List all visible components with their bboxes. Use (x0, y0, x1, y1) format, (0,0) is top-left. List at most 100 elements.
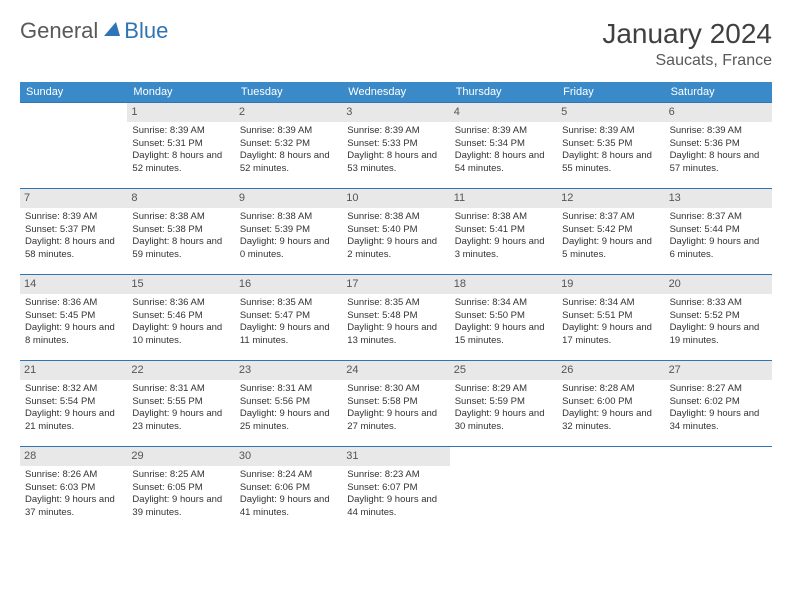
day-cell: 19 Sunrise: 8:34 AMSunset: 5:51 PMDayligh… (557, 274, 664, 360)
day-cell: 17 Sunrise: 8:35 AMSunset: 5:48 PMDayligh… (342, 274, 449, 360)
weekday-header: Monday (127, 82, 234, 102)
sun-info: Sunrise: 8:29 AMSunset: 5:59 PMDaylight:… (454, 383, 553, 434)
sun-info: Sunrise: 8:38 AMSunset: 5:38 PMDaylight:… (131, 211, 230, 262)
sun-info: Sunrise: 8:25 AMSunset: 6:05 PMDaylight:… (131, 469, 230, 520)
day-cell: 31 Sunrise: 8:23 AMSunset: 6:07 PMDayligh… (342, 446, 449, 532)
day-cell: 12 Sunrise: 8:37 AMSunset: 5:42 PMDayligh… (557, 188, 664, 274)
day-cell: 25 Sunrise: 8:29 AMSunset: 5:59 PMDayligh… (450, 360, 557, 446)
day-cell: 11 Sunrise: 8:38 AMSunset: 5:41 PMDayligh… (450, 188, 557, 274)
day-cell: 3 Sunrise: 8:39 AMSunset: 5:33 PMDaylight… (342, 102, 449, 188)
day-number: 4 (450, 103, 557, 122)
day-number: 19 (557, 275, 664, 294)
sun-info: Sunrise: 8:37 AMSunset: 5:42 PMDaylight:… (561, 211, 660, 262)
day-number: 3 (342, 103, 449, 122)
sun-info: Sunrise: 8:32 AMSunset: 5:54 PMDaylight:… (24, 383, 123, 434)
sun-info: Sunrise: 8:39 AMSunset: 5:37 PMDaylight:… (24, 211, 123, 262)
sun-info: Sunrise: 8:39 AMSunset: 5:32 PMDaylight:… (239, 125, 338, 176)
day-number: 11 (450, 189, 557, 208)
weekday-header: Saturday (665, 82, 772, 102)
sun-info: Sunrise: 8:35 AMSunset: 5:48 PMDaylight:… (346, 297, 445, 348)
sun-info: Sunrise: 8:26 AMSunset: 6:03 PMDaylight:… (24, 469, 123, 520)
day-cell: 21 Sunrise: 8:32 AMSunset: 5:54 PMDayligh… (20, 360, 127, 446)
sun-info: Sunrise: 8:36 AMSunset: 5:46 PMDaylight:… (131, 297, 230, 348)
day-cell: 24 Sunrise: 8:30 AMSunset: 5:58 PMDayligh… (342, 360, 449, 446)
day-number: 1 (127, 103, 234, 122)
day-number: 12 (557, 189, 664, 208)
location: Saucats, France (602, 52, 772, 70)
day-cell: 22 Sunrise: 8:31 AMSunset: 5:55 PMDayligh… (127, 360, 234, 446)
day-number: 7 (20, 189, 127, 208)
logo-sail-icon (102, 20, 122, 43)
sun-info: Sunrise: 8:38 AMSunset: 5:39 PMDaylight:… (239, 211, 338, 262)
sun-info: Sunrise: 8:39 AMSunset: 5:33 PMDaylight:… (346, 125, 445, 176)
day-cell: 1 Sunrise: 8:39 AMSunset: 5:31 PMDaylight… (127, 102, 234, 188)
day-number: 6 (665, 103, 772, 122)
day-cell: 20 Sunrise: 8:33 AMSunset: 5:52 PMDayligh… (665, 274, 772, 360)
empty-cell (450, 446, 557, 532)
day-number: 8 (127, 189, 234, 208)
day-number: 28 (20, 447, 127, 466)
day-number: 20 (665, 275, 772, 294)
calendar-grid: SundayMondayTuesdayWednesdayThursdayFrid… (20, 82, 772, 532)
sun-info: Sunrise: 8:33 AMSunset: 5:52 PMDaylight:… (669, 297, 768, 348)
month-title: January 2024 (602, 18, 772, 50)
sun-info: Sunrise: 8:31 AMSunset: 5:55 PMDaylight:… (131, 383, 230, 434)
day-number: 29 (127, 447, 234, 466)
empty-cell (20, 102, 127, 188)
day-cell: 30Sunrise: 8:24 AMSunset: 6:06 PMDayligh… (235, 446, 342, 532)
logo-text-blue: Blue (124, 18, 168, 44)
day-number: 23 (235, 361, 342, 380)
day-number: 9 (235, 189, 342, 208)
day-number: 16 (235, 275, 342, 294)
weekday-header: Thursday (450, 82, 557, 102)
sun-info: Sunrise: 8:30 AMSunset: 5:58 PMDaylight:… (346, 383, 445, 434)
day-cell: 2 Sunrise: 8:39 AMSunset: 5:32 PMDaylight… (235, 102, 342, 188)
day-cell: 9 Sunrise: 8:38 AMSunset: 5:39 PMDaylight… (235, 188, 342, 274)
weekday-header: Sunday (20, 82, 127, 102)
sun-info: Sunrise: 8:34 AMSunset: 5:50 PMDaylight:… (454, 297, 553, 348)
sun-info: Sunrise: 8:39 AMSunset: 5:34 PMDaylight:… (454, 125, 553, 176)
day-number: 25 (450, 361, 557, 380)
weekday-header: Wednesday (342, 82, 449, 102)
day-number: 2 (235, 103, 342, 122)
day-cell: 15 Sunrise: 8:36 AMSunset: 5:46 PMDayligh… (127, 274, 234, 360)
day-cell: 16Sunrise: 8:35 AMSunset: 5:47 PMDayligh… (235, 274, 342, 360)
day-number: 21 (20, 361, 127, 380)
sun-info: Sunrise: 8:34 AMSunset: 5:51 PMDaylight:… (561, 297, 660, 348)
sun-info: Sunrise: 8:36 AMSunset: 5:45 PMDaylight:… (24, 297, 123, 348)
day-cell: 14 Sunrise: 8:36 AMSunset: 5:45 PMDayligh… (20, 274, 127, 360)
day-cell: 10 Sunrise: 8:38 AMSunset: 5:40 PMDayligh… (342, 188, 449, 274)
day-number: 15 (127, 275, 234, 294)
header: General Blue January 2024 Saucats, Franc… (20, 18, 772, 70)
logo: General Blue (20, 18, 168, 44)
day-cell: 18Sunrise: 8:34 AMSunset: 5:50 PMDayligh… (450, 274, 557, 360)
day-cell: 7 Sunrise: 8:39 AMSunset: 5:37 PMDaylight… (20, 188, 127, 274)
sun-info: Sunrise: 8:39 AMSunset: 5:31 PMDaylight:… (131, 125, 230, 176)
day-cell: 29 Sunrise: 8:25 AMSunset: 6:05 PMDayligh… (127, 446, 234, 532)
sun-info: Sunrise: 8:38 AMSunset: 5:40 PMDaylight:… (346, 211, 445, 262)
day-cell: 27Sunrise: 8:27 AMSunset: 6:02 PMDayligh… (665, 360, 772, 446)
day-number: 31 (342, 447, 449, 466)
day-number: 14 (20, 275, 127, 294)
sun-info: Sunrise: 8:37 AMSunset: 5:44 PMDaylight:… (669, 211, 768, 262)
day-number: 17 (342, 275, 449, 294)
weekday-header: Friday (557, 82, 664, 102)
day-number: 27 (665, 361, 772, 380)
day-number: 13 (665, 189, 772, 208)
day-cell: 5Sunrise: 8:39 AMSunset: 5:35 PMDaylight… (557, 102, 664, 188)
sun-info: Sunrise: 8:38 AMSunset: 5:41 PMDaylight:… (454, 211, 553, 262)
sun-info: Sunrise: 8:23 AMSunset: 6:07 PMDaylight:… (346, 469, 445, 520)
empty-cell (665, 446, 772, 532)
day-cell: 28 Sunrise: 8:26 AMSunset: 6:03 PMDayligh… (20, 446, 127, 532)
day-cell: 26Sunrise: 8:28 AMSunset: 6:00 PMDayligh… (557, 360, 664, 446)
day-number: 26 (557, 361, 664, 380)
empty-cell (557, 446, 664, 532)
day-number: 5 (557, 103, 664, 122)
day-number: 22 (127, 361, 234, 380)
day-number: 10 (342, 189, 449, 208)
sun-info: Sunrise: 8:24 AMSunset: 6:06 PMDaylight:… (239, 469, 338, 520)
sun-info: Sunrise: 8:31 AMSunset: 5:56 PMDaylight:… (239, 383, 338, 434)
title-block: January 2024 Saucats, France (602, 18, 772, 70)
day-number: 24 (342, 361, 449, 380)
weekday-header: Tuesday (235, 82, 342, 102)
